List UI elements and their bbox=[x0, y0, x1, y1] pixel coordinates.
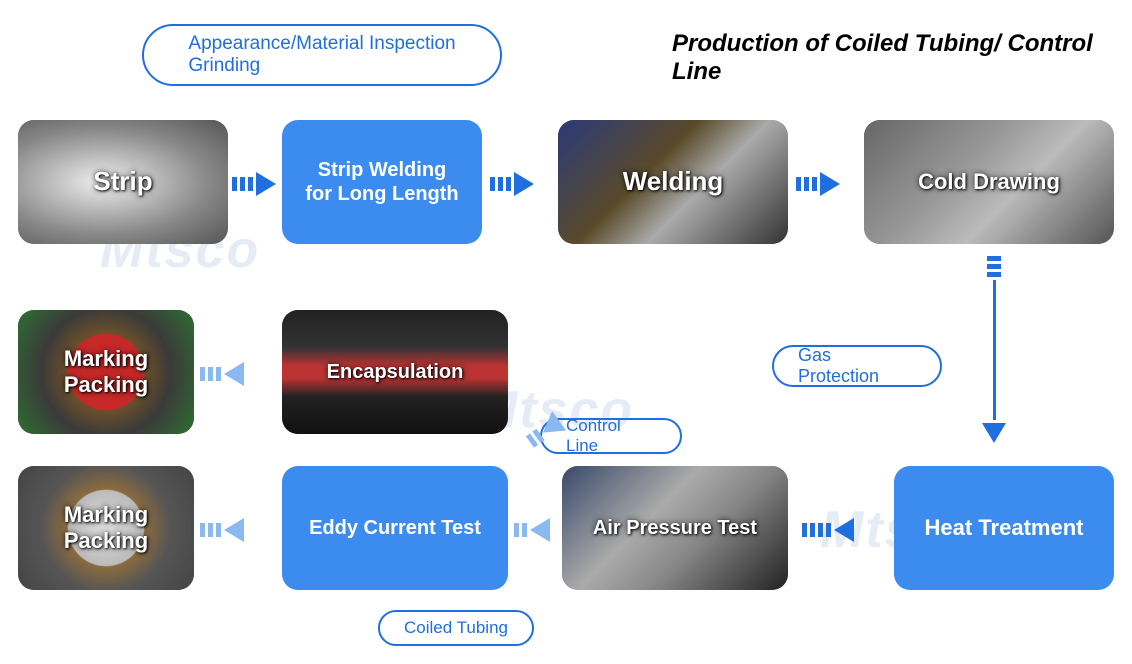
bubble-inspection: Appearance/Material Inspection Grinding bbox=[142, 24, 502, 86]
step-marking-packing-2-label: Marking Packing bbox=[64, 502, 148, 555]
bubble-inspection-line1: Appearance/Material Inspection bbox=[188, 33, 455, 55]
step-eddy-label: Eddy Current Test bbox=[309, 516, 481, 540]
arrow-a1 bbox=[232, 172, 276, 196]
arrow-a5 bbox=[200, 518, 244, 542]
step-strip-welding-label: Strip Welding for Long Length bbox=[305, 158, 458, 206]
step-strip-welding: Strip Welding for Long Length bbox=[282, 120, 482, 244]
arrow-a8 bbox=[982, 256, 1006, 443]
page-title: Production of Coiled Tubing/ Control Lin… bbox=[672, 30, 1132, 86]
bubble-gas-protection: Gas Protection bbox=[772, 345, 942, 387]
step-encapsulation-label: Encapsulation bbox=[327, 360, 464, 384]
step-encapsulation: Encapsulation bbox=[282, 310, 508, 434]
arrow-a6 bbox=[514, 518, 550, 542]
step-air-label: Air Pressure Test bbox=[593, 516, 757, 540]
arrow-a4 bbox=[200, 362, 244, 386]
step-marking-packing-1-label: Marking Packing bbox=[64, 346, 148, 399]
arrow-a7 bbox=[802, 518, 854, 542]
step-air-pressure-test: Air Pressure Test bbox=[562, 466, 788, 590]
bubble-coiled-tubing-label: Coiled Tubing bbox=[404, 618, 508, 638]
step-eddy-current-test: Eddy Current Test bbox=[282, 466, 508, 590]
arrow-a2 bbox=[490, 172, 534, 196]
bubble-coiled-tubing: Coiled Tubing bbox=[378, 610, 534, 646]
step-strip: Strip bbox=[18, 120, 228, 244]
arrow-a3 bbox=[796, 172, 840, 196]
step-heat-label: Heat Treatment bbox=[925, 515, 1084, 541]
step-heat-treatment: Heat Treatment bbox=[894, 466, 1114, 590]
step-strip-label: Strip bbox=[93, 166, 152, 197]
step-cold-drawing: Cold Drawing bbox=[864, 120, 1114, 244]
step-welding-label: Welding bbox=[623, 166, 724, 197]
step-cold-drawing-label: Cold Drawing bbox=[918, 169, 1060, 195]
step-marking-packing-2: Marking Packing bbox=[18, 466, 194, 590]
bubble-inspection-line2: Grinding bbox=[188, 55, 455, 77]
bubble-gas-label: Gas Protection bbox=[798, 345, 916, 387]
bubble-control-line-label: Control Line bbox=[566, 416, 656, 456]
step-welding: Welding bbox=[558, 120, 788, 244]
step-marking-packing-1: Marking Packing bbox=[18, 310, 194, 434]
